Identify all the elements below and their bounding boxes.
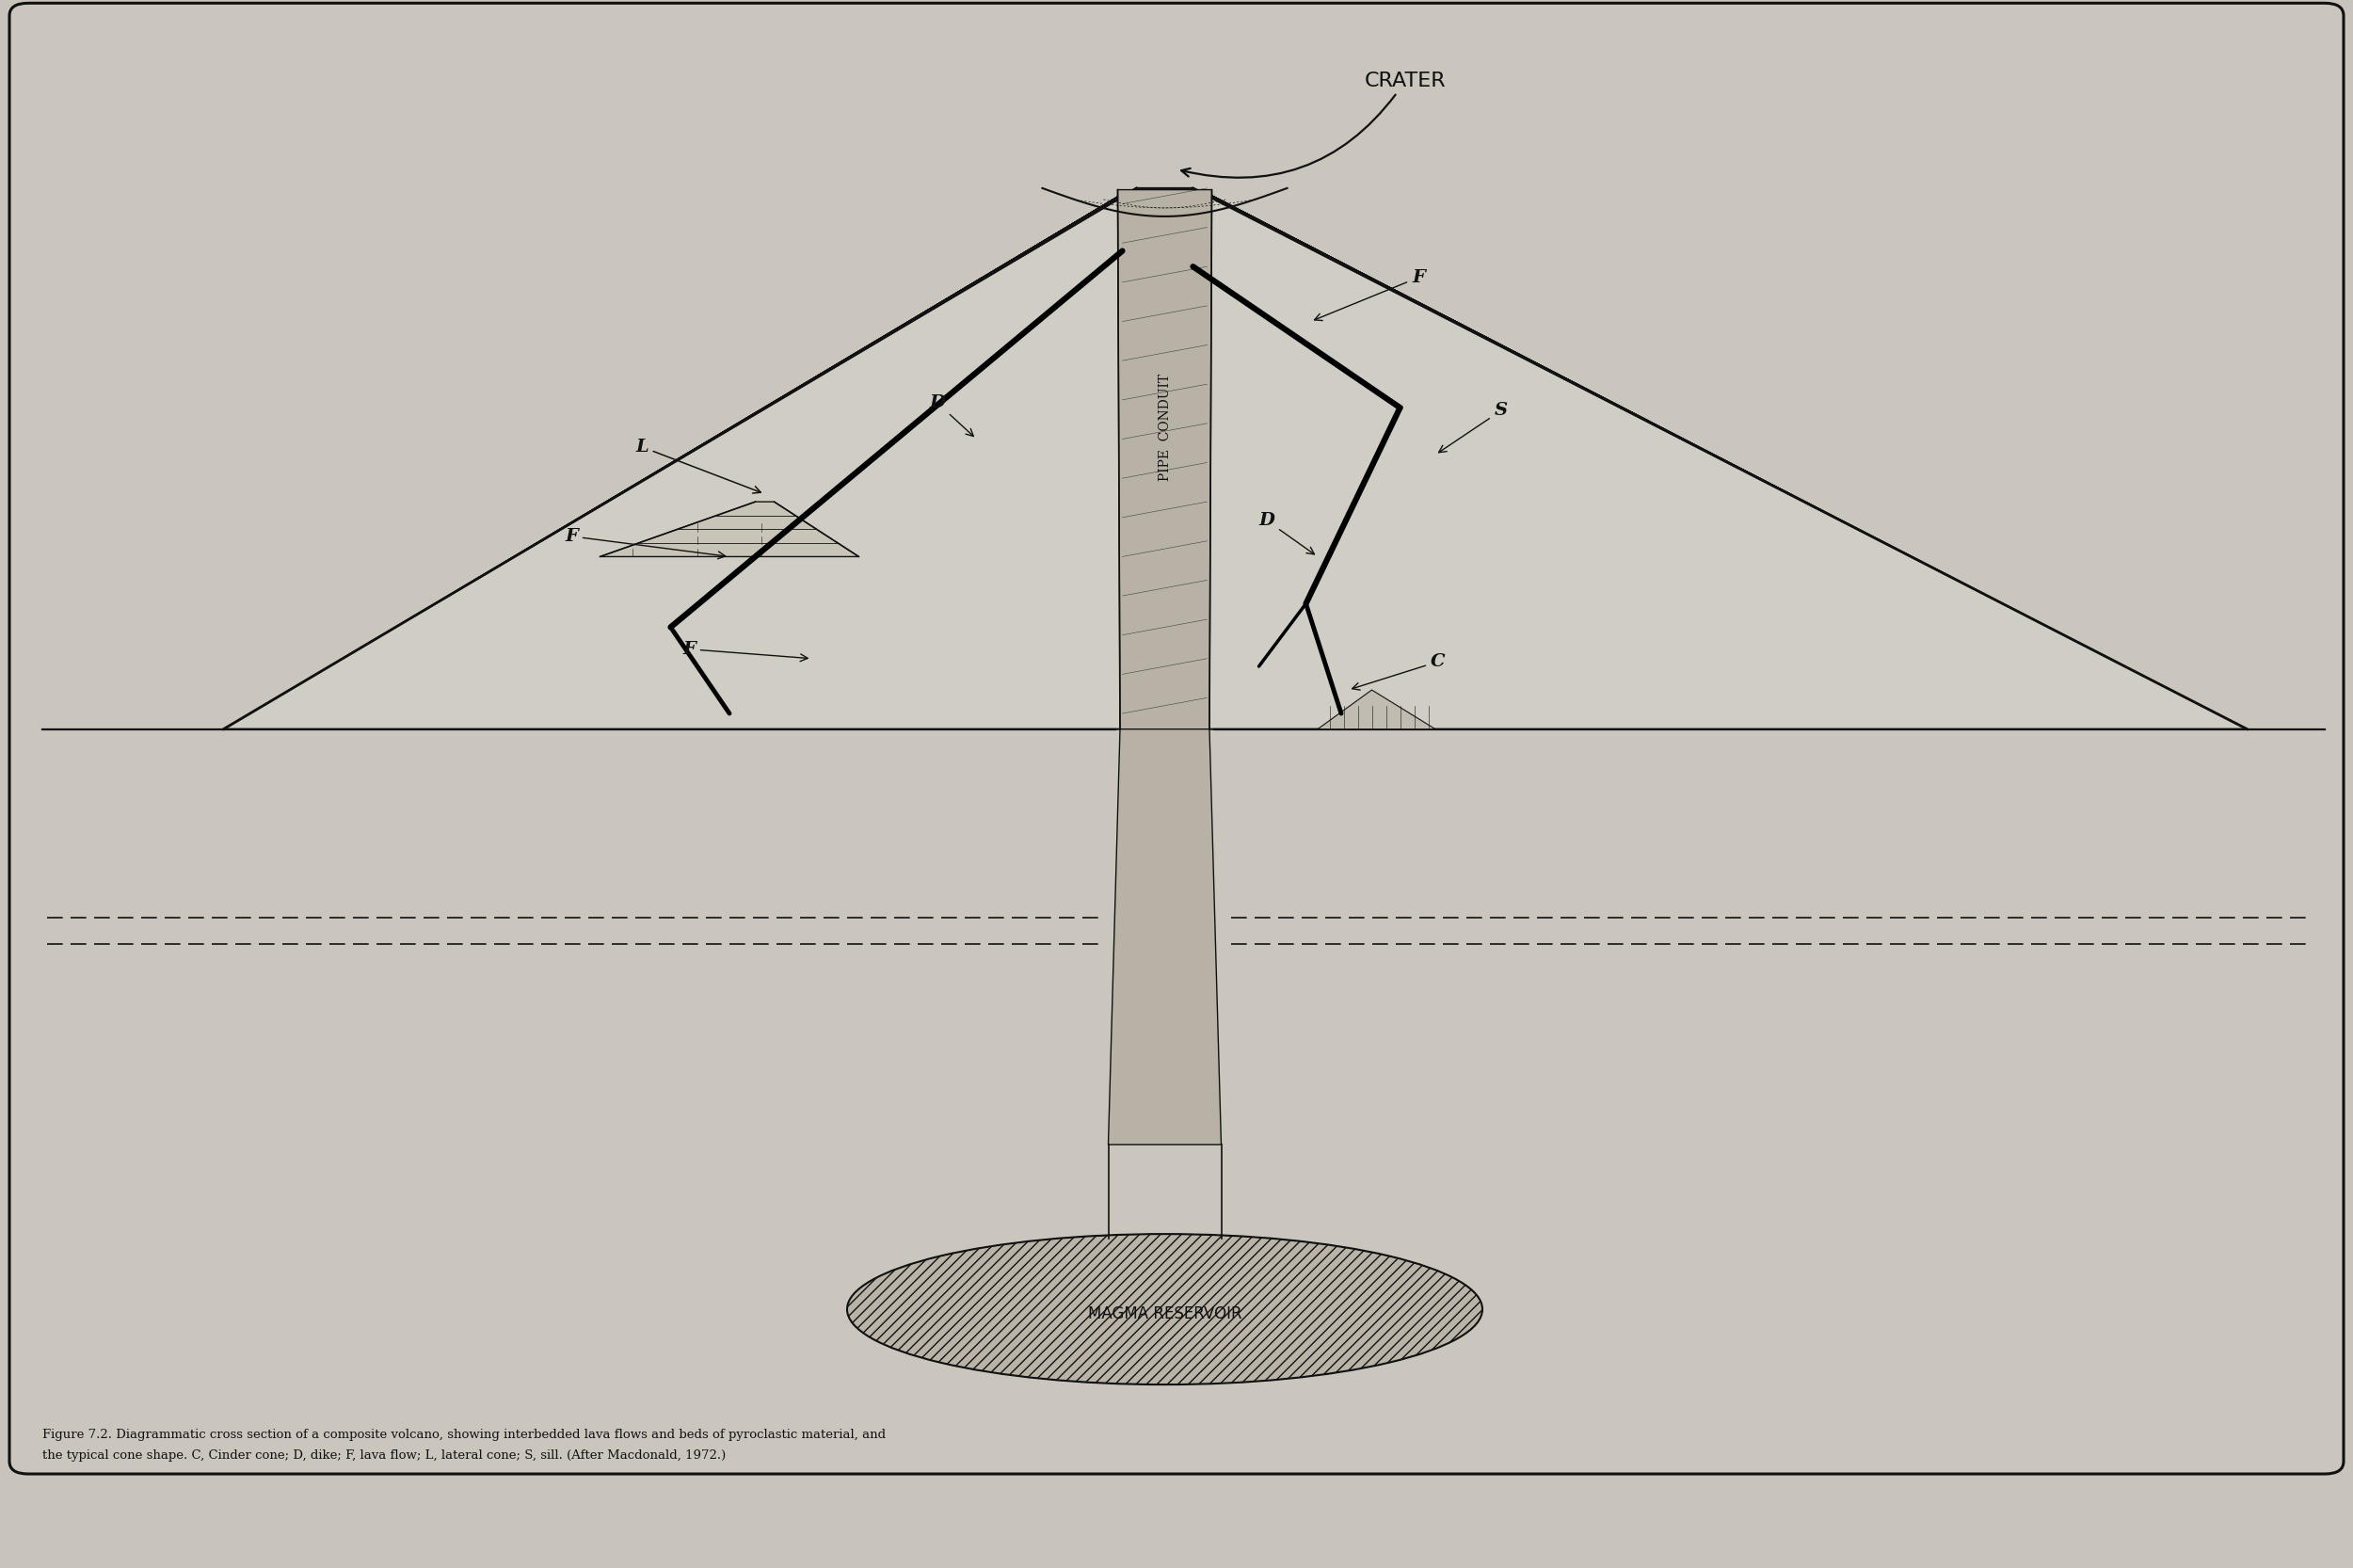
Text: F: F — [682, 641, 807, 662]
Polygon shape — [1118, 190, 1212, 729]
Polygon shape — [1108, 729, 1221, 1145]
Text: C: C — [1353, 654, 1445, 690]
Polygon shape — [600, 502, 859, 557]
Text: Figure 7.2. Diagrammatic cross section of a composite volcano, showing interbedd: Figure 7.2. Diagrammatic cross section o… — [42, 1428, 885, 1441]
Text: F: F — [1315, 270, 1426, 320]
Ellipse shape — [847, 1234, 1482, 1385]
Text: D: D — [929, 395, 974, 436]
Polygon shape — [1318, 690, 1435, 729]
FancyBboxPatch shape — [9, 3, 2344, 1474]
Text: CRATER: CRATER — [1181, 71, 1447, 177]
Polygon shape — [224, 188, 2247, 729]
Text: F: F — [565, 528, 725, 558]
Text: MAGMA RESERVOIR: MAGMA RESERVOIR — [1087, 1306, 1242, 1322]
Text: D: D — [1259, 513, 1315, 554]
Text: L: L — [635, 439, 760, 494]
Text: the typical cone shape. C, Cinder cone; D, dike; F, lava flow; L, lateral cone; : the typical cone shape. C, Cinder cone; … — [42, 1449, 725, 1461]
Text: PIPE  CONDUIT: PIPE CONDUIT — [1158, 373, 1172, 481]
Text: S: S — [1438, 403, 1508, 453]
